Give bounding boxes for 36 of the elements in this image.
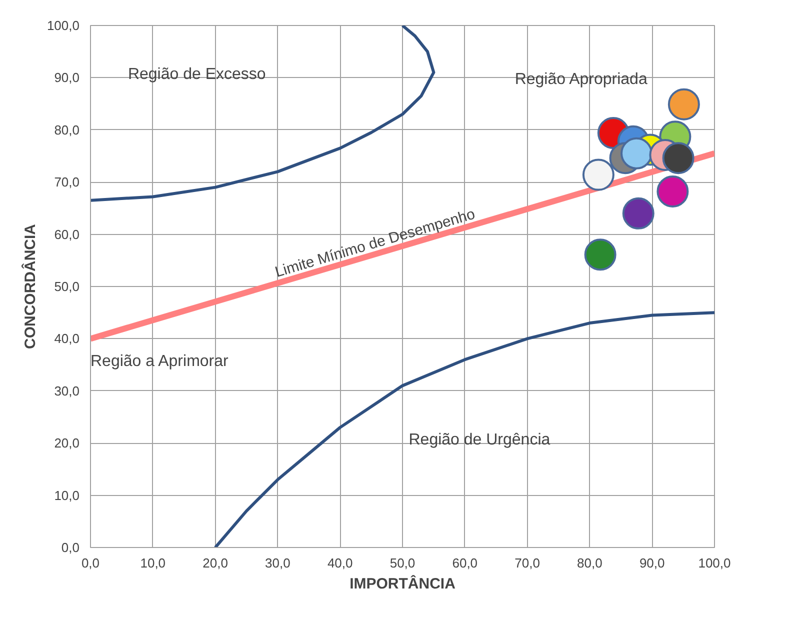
x-tick-label: 50,0 (390, 556, 416, 570)
point (622, 197, 654, 230)
y-tick-label: 70,0 (54, 174, 80, 190)
x-tick-label: 100,0 (698, 556, 731, 570)
x-tick-label: 40,0 (327, 556, 353, 570)
x-tick-label: 90,0 (639, 556, 665, 570)
point (656, 176, 689, 208)
y-tick-label: 80,0 (54, 122, 80, 138)
x-tick-label: 80,0 (577, 556, 602, 570)
y-tick-label: 50,0 (54, 279, 80, 294)
point (662, 142, 694, 174)
annotation: Região Apropriada (514, 71, 648, 88)
y-tick-label: 30,0 (54, 383, 80, 398)
x-tick-label: 60,0 (452, 556, 478, 570)
point (582, 158, 614, 191)
y-axis-title: CONCORDÂNCIA (20, 224, 39, 349)
line-series (90, 26, 436, 202)
y-tick-label: 0,0 (61, 540, 80, 555)
annotation: Região a Aprimorar (90, 353, 230, 370)
point (584, 238, 616, 271)
x-tick-label: 10,0 (140, 556, 166, 570)
y-tick-label: 10,0 (54, 488, 80, 503)
x-axis-title: IMPORTÂNCIA (350, 574, 456, 592)
annotation: Região de Excesso (128, 66, 266, 83)
x-tick-label: 20,0 (202, 556, 228, 570)
y-tick-label: 60,0 (54, 226, 80, 242)
y-tick-label: 40,0 (54, 331, 80, 346)
x-tick-label: 30,0 (265, 556, 290, 570)
x-tick-label: 70,0 (514, 556, 540, 570)
point (620, 137, 652, 170)
x-tick-label: 0,0 (81, 556, 100, 570)
y-tick-label: 100,0 (46, 18, 80, 33)
y-tick-label: 20,0 (54, 436, 80, 451)
annotation: Região de Urgência (408, 431, 550, 448)
point (668, 88, 700, 120)
y-tick-label: 90,0 (54, 70, 80, 86)
